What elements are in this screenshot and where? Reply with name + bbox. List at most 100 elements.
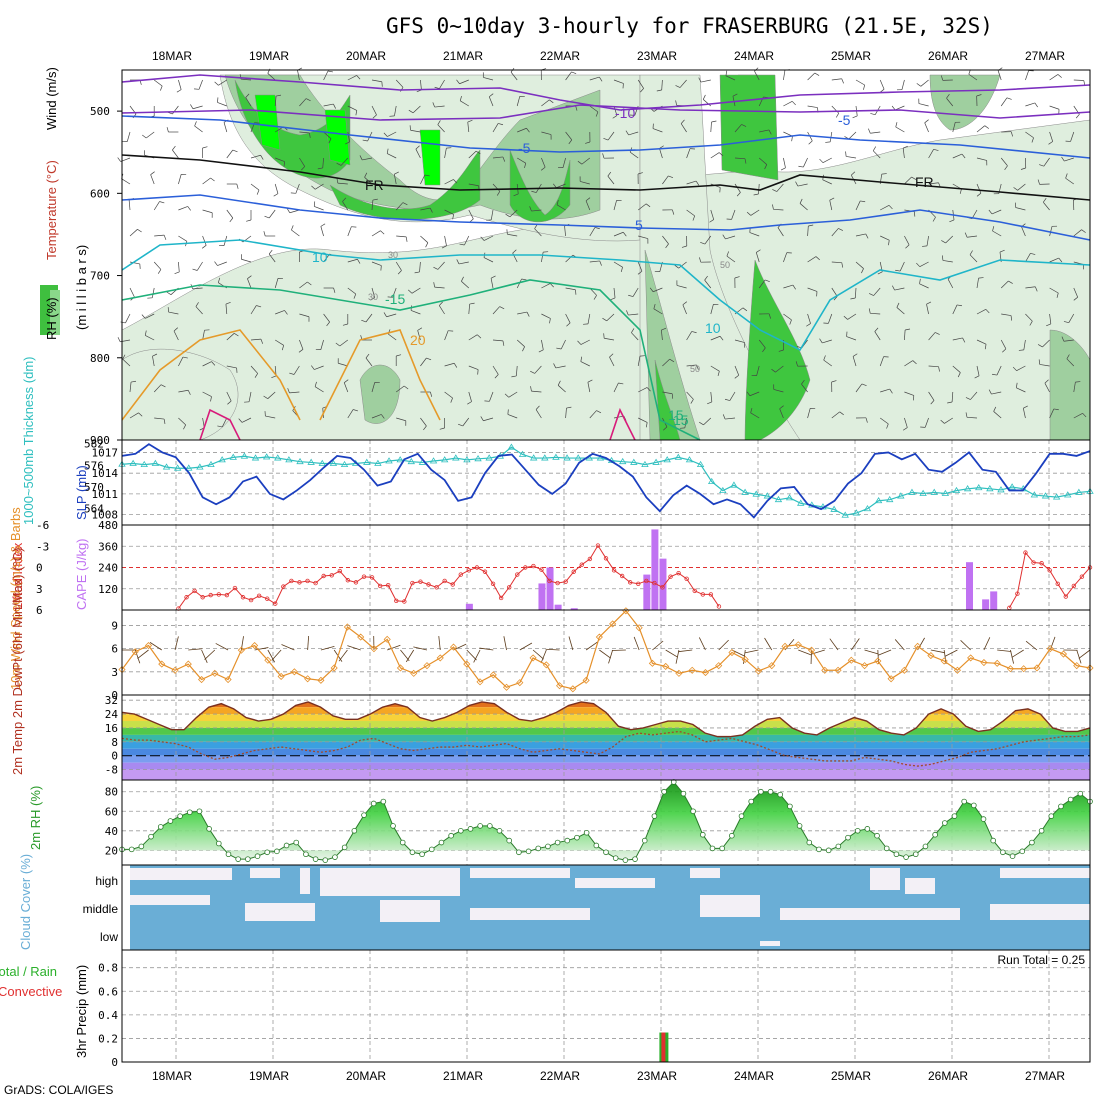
upper-wind-barb-flag bbox=[214, 81, 219, 86]
date-label-bottom: 20MAR bbox=[346, 1069, 386, 1083]
wind-speed-marker bbox=[144, 641, 153, 650]
lifted-index-marker bbox=[571, 569, 576, 574]
upper-wind-barb bbox=[274, 96, 277, 107]
upper-wind-barb bbox=[919, 283, 929, 289]
wind-barb bbox=[438, 636, 441, 651]
thickness-marker bbox=[1041, 492, 1050, 499]
rh-2m-marker bbox=[699, 831, 706, 838]
rh-2m-marker bbox=[787, 803, 793, 810]
rh-2m-marker bbox=[912, 851, 919, 858]
upper-wind-barb bbox=[267, 391, 276, 399]
upper-wind-barb bbox=[1015, 207, 1026, 211]
upper-wind-barb-flag bbox=[549, 99, 554, 104]
upper-wind-barb-flag bbox=[535, 405, 540, 410]
upper-wind-barb bbox=[749, 232, 760, 237]
cloud-gap bbox=[905, 878, 935, 894]
upper-wind-barb bbox=[347, 75, 357, 81]
lifted-index-marker bbox=[474, 565, 480, 570]
thickness-marker bbox=[429, 457, 438, 464]
upper-wind-barb-flag bbox=[861, 383, 867, 386]
upper-wind-barb bbox=[396, 235, 407, 238]
upper-wind-barb-flag bbox=[1010, 315, 1012, 321]
upper-wind-barb-flag bbox=[456, 79, 460, 84]
wind-barb bbox=[877, 649, 892, 656]
lifted-index-marker bbox=[240, 595, 246, 600]
wind-barb bbox=[201, 649, 208, 663]
upper-wind-barb-flag bbox=[656, 89, 662, 92]
upper-wind-barb bbox=[783, 70, 786, 81]
upper-wind-barb bbox=[483, 235, 494, 241]
cloud-axis-title: Cloud Cover (%) bbox=[18, 854, 33, 950]
upper-wind-barb-flag bbox=[881, 173, 887, 175]
upper-wind-barb-flag bbox=[916, 83, 922, 87]
upper-wind-barb bbox=[797, 183, 808, 187]
upper-wind-barb-flag bbox=[513, 193, 519, 197]
lifted-index-marker bbox=[595, 543, 601, 548]
upper-wind-barb-flag bbox=[806, 323, 811, 327]
upper-wind-barb bbox=[589, 105, 599, 113]
temperature-contour bbox=[609, 407, 636, 441]
upper-wind-barb bbox=[564, 226, 566, 237]
contour-label: 20 bbox=[410, 332, 426, 348]
upper-wind-barb-flag bbox=[717, 371, 720, 377]
upper-wind-barb-flag bbox=[905, 244, 910, 249]
thickness-marker bbox=[452, 454, 460, 461]
li-axis-title: Lifted Index bbox=[10, 542, 25, 610]
temperature-contour bbox=[121, 194, 1091, 241]
wind-barb bbox=[307, 636, 310, 651]
cloud-level-label: high bbox=[95, 874, 118, 888]
date-label-top: 25MAR bbox=[831, 49, 871, 63]
upper-wind-barb bbox=[773, 389, 784, 393]
upper-wind-barb-flag bbox=[381, 414, 385, 419]
upper-wind-barb-flag bbox=[798, 165, 804, 168]
upper-wind-barb bbox=[1023, 339, 1026, 350]
rh-2m-marker bbox=[438, 839, 445, 846]
upper-wind-barb-flag bbox=[841, 262, 844, 268]
upper-wind-barb bbox=[759, 129, 770, 133]
upper-wind-barb-flag bbox=[182, 356, 188, 359]
precip-convective-bar bbox=[661, 1032, 666, 1062]
upper-wind-barb bbox=[1064, 157, 1074, 162]
upper-wind-barb bbox=[613, 261, 623, 268]
wind-barb bbox=[678, 649, 693, 653]
upper-wind-barb-flag bbox=[1065, 173, 1068, 179]
upper-wind-barb bbox=[420, 174, 426, 185]
upper-wind-barb-flag bbox=[602, 317, 607, 322]
wind-speed-marker bbox=[595, 633, 603, 641]
temp-tick: 32 bbox=[105, 694, 118, 707]
temp-band bbox=[122, 721, 1090, 728]
upper-wind-barb bbox=[223, 122, 228, 133]
thickness-marker bbox=[385, 457, 393, 464]
upper-wind-barb bbox=[1000, 97, 1008, 107]
cloud-cover-label: Cloud Cover (%) bbox=[18, 854, 33, 950]
temp-tick: 8 bbox=[111, 736, 118, 749]
run-total-text: Run Total = 0.25 bbox=[997, 953, 1085, 967]
thickness-marker bbox=[618, 457, 627, 465]
upper-wind-barb-flag bbox=[245, 93, 250, 98]
upper-wind-barb bbox=[565, 131, 573, 141]
thickness-marker bbox=[1064, 491, 1072, 498]
upper-wind-barb-flag bbox=[722, 414, 726, 420]
date-label-top: 20MAR bbox=[346, 49, 386, 63]
rh-shading-region bbox=[359, 364, 401, 424]
upper-wind-barb bbox=[831, 411, 840, 419]
upper-wind-barb bbox=[848, 131, 857, 140]
rh-2m-marker bbox=[767, 788, 774, 795]
rh-tick: 20 bbox=[105, 844, 118, 857]
upper-wind-barb-flag bbox=[441, 245, 447, 249]
upper-wind-barb-flag bbox=[549, 318, 551, 324]
upper-wind-barb bbox=[202, 177, 211, 185]
upper-wind-barb-flag bbox=[1035, 286, 1038, 292]
upper-wind-barb bbox=[250, 338, 261, 341]
upper-wind-barb bbox=[807, 225, 809, 237]
lifted-index-marker bbox=[660, 585, 665, 590]
upper-wind-barb-flag bbox=[625, 130, 629, 136]
upper-wind-barb-flag bbox=[194, 121, 197, 127]
upper-wind-barb-flag bbox=[201, 245, 207, 249]
upper-wind-barb bbox=[320, 226, 324, 237]
upper-wind-barb-flag bbox=[691, 331, 697, 334]
wind-barb bbox=[608, 649, 614, 664]
upper-wind-barb bbox=[613, 105, 618, 116]
upper-wind-barb bbox=[347, 287, 356, 295]
wind-barb bbox=[519, 642, 533, 651]
